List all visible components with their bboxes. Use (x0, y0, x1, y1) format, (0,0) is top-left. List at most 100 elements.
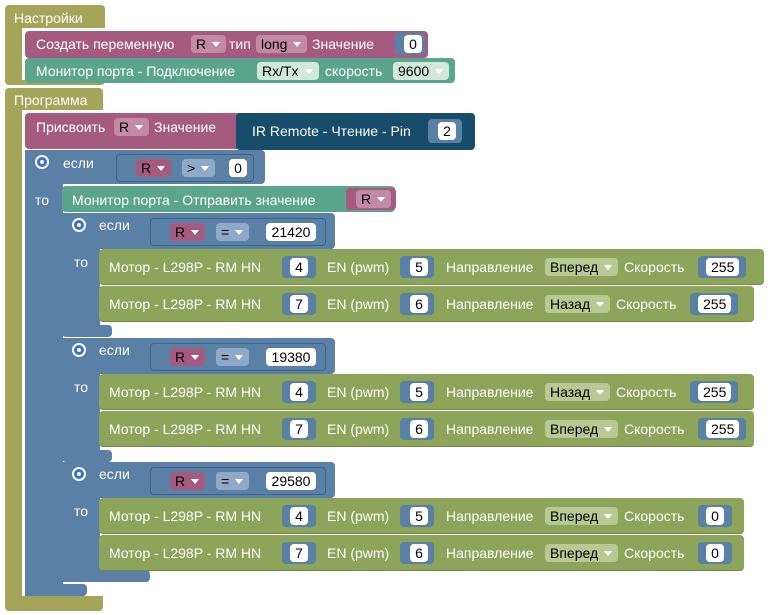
serial-speed-label: скорость (325, 63, 383, 79)
serial-print-label: Монитор порта - Отправить значение (72, 192, 316, 208)
outer-if-gear-icon[interactable] (35, 155, 49, 169)
motor-en-label: EN (pwm) (327, 259, 390, 275)
motor-label: Мотор - L298P - RM HN (109, 545, 262, 561)
program-title: Программа (14, 92, 88, 108)
motor-direction-dropdown[interactable]: Вперед (545, 258, 619, 276)
type-dropdown[interactable]: long (256, 35, 308, 53)
motor-speed-label: Скорость (616, 384, 677, 400)
motor-en-field[interactable]: 5 (410, 258, 428, 276)
motor-pin-field[interactable]: 7 (290, 295, 308, 313)
inner-if-bottom (62, 570, 150, 582)
serial-connect-label: Монитор порта - Подключение (36, 63, 235, 79)
motor-speed-label: Скорость (624, 259, 685, 275)
motor-pin-field[interactable]: 4 (290, 507, 308, 525)
outer-compare-var-dropdown[interactable]: R (136, 159, 172, 177)
motor-speed-label: Скорость (624, 421, 685, 437)
inner-if-arm (62, 462, 100, 582)
inner-then-label: то (74, 379, 89, 395)
ir-pin-field[interactable]: 2 (438, 122, 456, 140)
outer-compare-value-field[interactable]: 0 (229, 159, 247, 177)
assign-label: Присвоить (36, 119, 106, 135)
create-variable-block[interactable] (25, 31, 428, 58)
inner-if-label: если (99, 342, 130, 358)
inner-if-gear-icon[interactable] (72, 467, 86, 481)
create-variable-label: Создать переменную (36, 36, 175, 52)
motor-speed-field[interactable]: 255 (706, 258, 740, 276)
variable-dropdown[interactable]: R (191, 35, 227, 53)
motor-pin-field[interactable]: 7 (290, 420, 308, 438)
compare-op-dropdown[interactable]: = (216, 223, 250, 241)
motor-speed-label: Скорость (624, 545, 685, 561)
motor-label: Мотор - L298P - RM HN (109, 421, 262, 437)
inner-then-label: то (74, 503, 89, 519)
inner-if-arm (62, 338, 100, 460)
motor-direction-dropdown[interactable]: Вперед (545, 507, 619, 525)
motor-speed-field[interactable]: 255 (698, 295, 732, 313)
compare-var-dropdown[interactable]: R (170, 348, 206, 366)
motor-speed-label: Скорость (624, 508, 685, 524)
motor-en-label: EN (pwm) (327, 508, 390, 524)
motor-en-field[interactable]: 6 (410, 420, 428, 438)
inner-if-gear-icon[interactable] (72, 343, 86, 357)
motor-speed-field[interactable]: 255 (698, 383, 732, 401)
motor-en-label: EN (pwm) (327, 421, 390, 437)
motor-en-label: EN (pwm) (327, 545, 390, 561)
motor-en-label: EN (pwm) (327, 384, 390, 400)
outer-compare-op-dropdown[interactable]: > (182, 159, 216, 177)
motor-en-label: EN (pwm) (327, 296, 390, 312)
motor-direction-dropdown[interactable]: Назад (545, 383, 611, 401)
motor-direction-dropdown[interactable]: Вперед (545, 544, 619, 562)
compare-value-field[interactable]: 19380 (266, 348, 316, 366)
ir-remote-label: IR Remote - Чтение - Pin (252, 123, 411, 139)
serial-print-var-dropdown[interactable]: R (356, 190, 392, 208)
assign-value-label: Значение (154, 119, 217, 135)
motor-en-field[interactable]: 5 (410, 383, 428, 401)
compare-op-dropdown[interactable]: = (216, 348, 250, 366)
motor-speed-label: Скорость (616, 296, 677, 312)
inner-then-label: то (74, 254, 89, 270)
serial-print-block[interactable] (62, 186, 395, 212)
outer-if-arm (25, 150, 63, 596)
inner-if-bottom (62, 325, 112, 337)
motor-en-field[interactable]: 6 (410, 295, 428, 313)
compare-value-field[interactable]: 29580 (266, 472, 316, 490)
motor-speed-field[interactable]: 0 (706, 507, 724, 525)
inner-if-gear-icon[interactable] (72, 218, 86, 232)
type-label: тип (229, 36, 251, 52)
motor-direction-label: Направление (446, 545, 534, 561)
inner-if-label: если (99, 217, 130, 233)
motor-block[interactable] (99, 411, 754, 447)
motor-pin-field[interactable]: 4 (290, 258, 308, 276)
motor-label: Мотор - L298P - RM HN (109, 259, 262, 275)
outer-if-bottom (25, 584, 87, 596)
motor-direction-label: Направление (446, 508, 534, 524)
inner-if-bottom (62, 450, 112, 462)
serial-speed-dropdown[interactable]: 9600 (393, 62, 450, 80)
value-label: Значение (312, 36, 375, 52)
serial-connect-block[interactable] (25, 58, 455, 83)
motor-speed-field[interactable]: 255 (706, 420, 740, 438)
compare-value-field[interactable]: 21420 (266, 223, 316, 241)
assign-variable-dropdown[interactable]: R (114, 118, 150, 136)
motor-pin-field[interactable]: 7 (290, 544, 308, 562)
compare-op-dropdown[interactable]: = (216, 472, 250, 490)
motor-en-field[interactable]: 5 (410, 507, 428, 525)
outer-then-label: то (35, 192, 50, 208)
motor-direction-dropdown[interactable]: Вперед (545, 420, 619, 438)
value-field[interactable]: 0 (404, 35, 422, 53)
motor-label: Мотор - L298P - RM HN (109, 296, 262, 312)
motor-direction-dropdown[interactable]: Назад (545, 295, 611, 313)
motor-direction-label: Направление (446, 259, 534, 275)
inner-if-arm (62, 213, 100, 335)
motor-pin-field[interactable]: 4 (290, 383, 308, 401)
motor-direction-label: Направление (446, 384, 534, 400)
outer-if-label: если (63, 155, 94, 171)
motor-speed-field[interactable]: 0 (706, 544, 724, 562)
serial-pins-dropdown[interactable]: Rx/Tx (257, 62, 319, 80)
motor-direction-label: Направление (446, 296, 534, 312)
compare-var-dropdown[interactable]: R (170, 472, 206, 490)
motor-label: Мотор - L298P - RM HN (109, 384, 262, 400)
motor-en-field[interactable]: 6 (410, 544, 428, 562)
inner-if-label: если (99, 466, 130, 482)
compare-var-dropdown[interactable]: R (170, 223, 206, 241)
